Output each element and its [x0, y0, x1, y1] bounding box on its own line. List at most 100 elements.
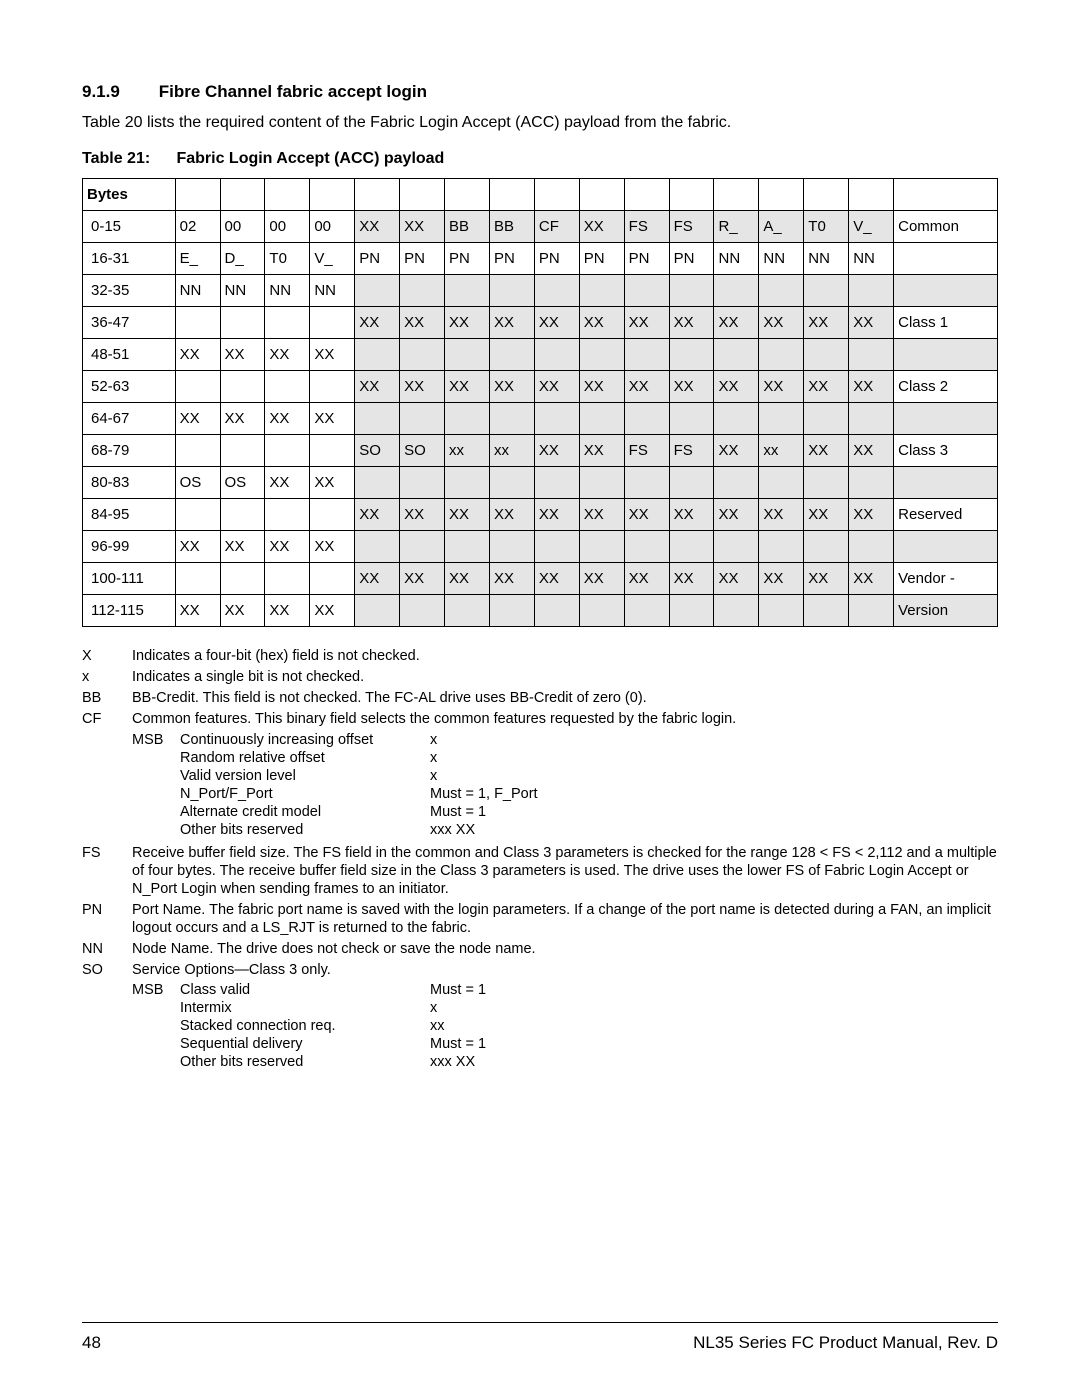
data-cell: XX — [445, 307, 490, 339]
data-cell: FS — [669, 211, 714, 243]
data-cell — [400, 595, 445, 627]
data-cell — [489, 339, 534, 371]
data-cell: XX — [400, 211, 445, 243]
legend: XIndicates a four-bit (hex) field is not… — [82, 647, 998, 1070]
data-cell: XX — [445, 499, 490, 531]
note-cell: Class 3 — [894, 435, 998, 467]
data-cell — [714, 531, 759, 563]
data-cell — [489, 275, 534, 307]
data-cell: 00 — [310, 211, 355, 243]
data-cell — [534, 275, 579, 307]
data-cell — [804, 275, 849, 307]
payload-table: Bytes 0-1502000000XXXXBBBBCFXXFSFSR_A_T0… — [82, 178, 998, 627]
data-cell: XX — [355, 563, 400, 595]
data-cell — [445, 403, 490, 435]
data-cell: XX — [220, 403, 265, 435]
note-cell: Vendor - — [894, 563, 998, 595]
data-cell — [849, 339, 894, 371]
legend-key: FS — [82, 844, 132, 898]
data-cell: BB — [445, 211, 490, 243]
data-cell — [624, 531, 669, 563]
legend-key: BB — [82, 689, 132, 707]
sub-msb — [132, 768, 180, 784]
sub-name: N_Port/F_Port — [180, 786, 430, 802]
data-cell — [714, 595, 759, 627]
data-cell — [624, 275, 669, 307]
data-cell: XX — [849, 435, 894, 467]
data-cell: R_ — [714, 211, 759, 243]
data-cell: V_ — [310, 243, 355, 275]
legend-key: NN — [82, 940, 132, 958]
table-row: 80-83OSOSXXXX — [83, 467, 998, 499]
sub-name: Random relative offset — [180, 750, 430, 766]
note-cell: Class 2 — [894, 371, 998, 403]
data-cell: xx — [489, 435, 534, 467]
data-cell: XX — [849, 307, 894, 339]
data-cell — [534, 595, 579, 627]
data-cell: NN — [759, 243, 804, 275]
data-cell: XX — [759, 371, 804, 403]
sub-row: Sequential deliveryMust = 1 — [132, 1036, 998, 1052]
data-cell: XX — [400, 499, 445, 531]
note-cell: Version — [894, 595, 998, 627]
data-cell: XX — [265, 595, 310, 627]
data-cell: XX — [534, 307, 579, 339]
bytes-cell: 80-83 — [83, 467, 176, 499]
data-cell: XX — [804, 435, 849, 467]
legend-row: CFCommon features. This binary field sel… — [82, 710, 998, 728]
data-cell: T0 — [265, 243, 310, 275]
data-cell: XX — [759, 563, 804, 595]
data-cell — [804, 531, 849, 563]
data-cell: XX — [355, 371, 400, 403]
data-cell — [804, 467, 849, 499]
data-cell — [759, 531, 804, 563]
table-title: Fabric Login Accept (ACC) payload — [176, 150, 444, 167]
data-cell — [445, 275, 490, 307]
data-cell — [489, 403, 534, 435]
sub-val: Must = 1 — [430, 804, 590, 820]
sub-row: MSBClass validMust = 1 — [132, 982, 998, 998]
data-cell: XX — [669, 371, 714, 403]
data-cell: XX — [534, 371, 579, 403]
sub-row: Stacked connection req.xx — [132, 1018, 998, 1034]
data-cell — [579, 403, 624, 435]
table-caption: Table 21: Fabric Login Accept (ACC) payl… — [82, 150, 998, 168]
data-cell: XX — [310, 339, 355, 371]
data-cell — [849, 467, 894, 499]
data-cell: XX — [714, 371, 759, 403]
legend-row: SOService Options—Class 3 only. — [82, 961, 998, 979]
data-cell: FS — [624, 435, 669, 467]
data-cell: XX — [355, 211, 400, 243]
data-cell — [175, 371, 220, 403]
data-cell — [669, 275, 714, 307]
data-cell: XX — [534, 435, 579, 467]
data-cell — [804, 403, 849, 435]
data-cell — [624, 339, 669, 371]
data-cell: XX — [400, 307, 445, 339]
data-cell — [624, 595, 669, 627]
data-cell — [759, 403, 804, 435]
data-cell: XX — [175, 403, 220, 435]
data-cell — [714, 275, 759, 307]
data-cell — [579, 595, 624, 627]
data-cell — [804, 595, 849, 627]
data-cell: XX — [220, 595, 265, 627]
data-cell: XX — [579, 499, 624, 531]
data-cell: XX — [489, 499, 534, 531]
data-cell — [355, 467, 400, 499]
sub-name: Alternate credit model — [180, 804, 430, 820]
legend-key: CF — [82, 710, 132, 728]
data-cell — [400, 467, 445, 499]
note-cell: Class 1 — [894, 307, 998, 339]
table-row: 32-35NNNNNNNN — [83, 275, 998, 307]
data-cell: XX — [534, 563, 579, 595]
bytes-cell: 112-115 — [83, 595, 176, 627]
data-cell: XX — [310, 595, 355, 627]
data-cell — [175, 563, 220, 595]
data-cell: XX — [355, 499, 400, 531]
data-cell: XX — [310, 467, 355, 499]
data-cell — [220, 435, 265, 467]
data-cell — [534, 531, 579, 563]
table-row: 16-31E_D_T0V_PNPNPNPNPNPNPNPNNNNNNNNN — [83, 243, 998, 275]
data-cell — [310, 371, 355, 403]
